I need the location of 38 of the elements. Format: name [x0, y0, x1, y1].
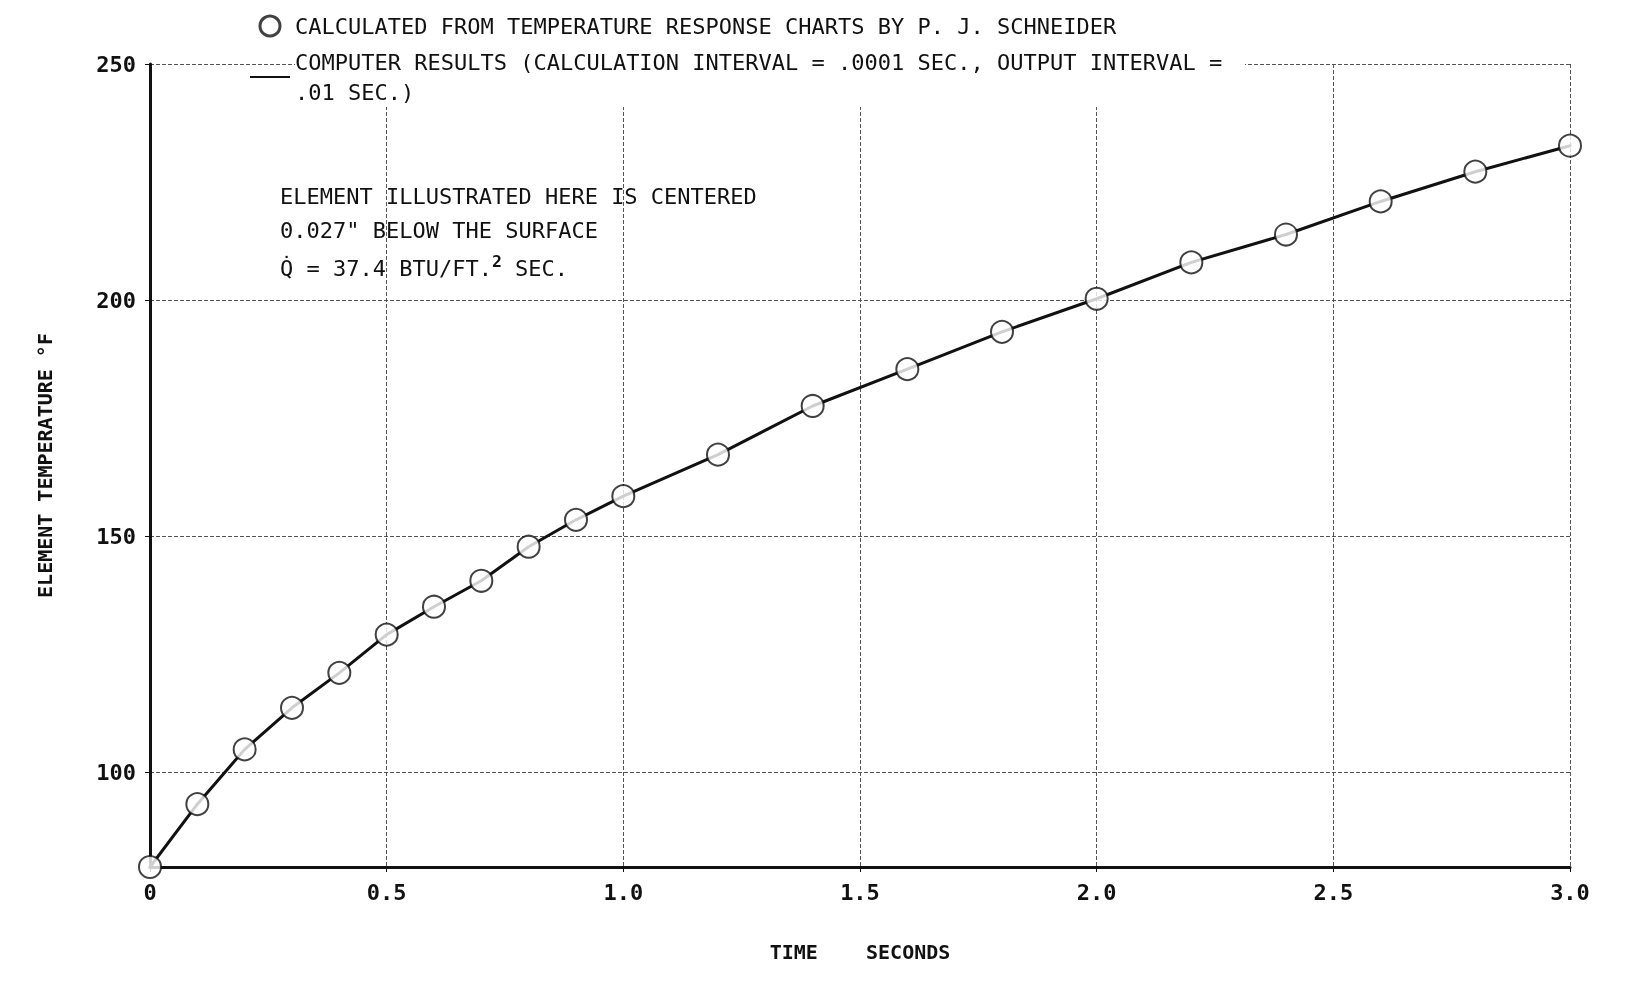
x-tick-label: 3.0 — [1550, 879, 1590, 905]
point — [1274, 222, 1298, 247]
legend-label: COMPUTER RESULTS (CALCULATION INTERVAL = .0001 SEC., OUTPUT INTERVAL = .01 SEC.) — [295, 49, 1236, 105]
point — [469, 568, 494, 593]
x-tick-label: 0 — [143, 879, 157, 905]
point — [232, 737, 257, 762]
x-tick-label: 1.5 — [840, 879, 880, 905]
annotation: ELEMENT ILLUSTRATED HERE IS CENTERED — [280, 183, 757, 209]
x-tick-label: 2.0 — [1076, 879, 1117, 905]
point — [800, 393, 825, 418]
legend-label: CALCULATED FROM TEMPERATURE RESPONSE CHARTS BY P. J. SCHNEIDER — [295, 13, 1117, 39]
point — [327, 660, 352, 685]
point — [1368, 189, 1393, 214]
point — [706, 442, 730, 467]
point — [516, 534, 541, 559]
point — [1558, 133, 1582, 158]
point — [1084, 286, 1109, 311]
point — [280, 695, 304, 720]
x-tick-label: 1.0 — [603, 879, 644, 905]
y-tick-label: 150 — [96, 523, 136, 549]
point — [895, 357, 920, 382]
y-axis-title: ELEMENT TEMPERATURE °F — [33, 333, 57, 598]
point — [564, 507, 588, 532]
y-tick-label: 200 — [96, 287, 136, 313]
point — [138, 855, 162, 879]
x-axis-title: TIME SECONDS — [769, 940, 951, 964]
point — [422, 594, 446, 619]
point — [185, 792, 210, 817]
point — [1179, 250, 1204, 275]
y-tick-label: 250 — [96, 51, 136, 77]
x-tick-label: 0.5 — [366, 879, 407, 905]
point — [374, 622, 399, 647]
point — [1463, 159, 1488, 184]
annotation: 0.027" BELOW THE SURFACE — [280, 217, 598, 243]
x-tick-label: 2.5 — [1313, 879, 1354, 905]
point — [990, 319, 1014, 344]
point — [611, 484, 636, 509]
y-tick-label: 100 — [96, 760, 136, 786]
